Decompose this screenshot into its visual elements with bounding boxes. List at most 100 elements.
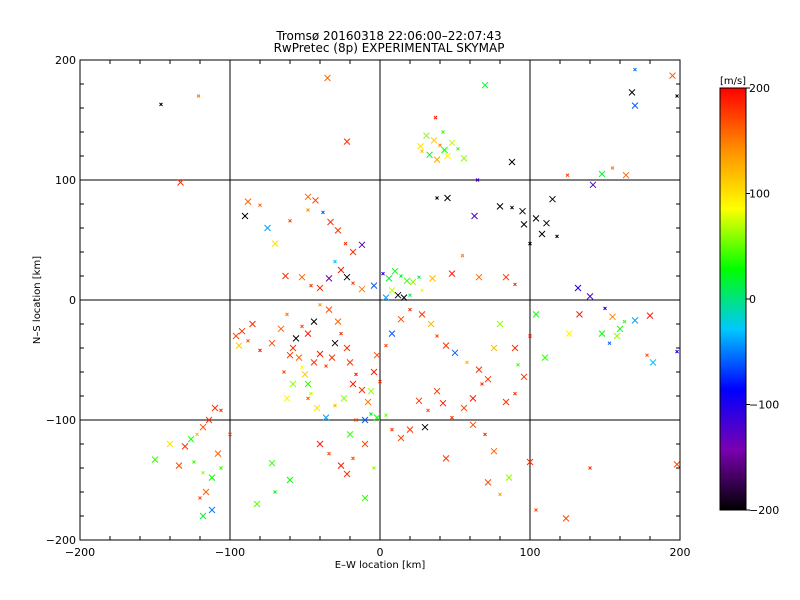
scatter-point (471, 212, 478, 220)
scatter-point (418, 311, 426, 318)
scatter-point (288, 218, 292, 223)
scatter-point (435, 196, 439, 200)
scatter-point (381, 271, 385, 276)
scatter-point (390, 427, 394, 432)
scatter-point (327, 218, 334, 226)
x-tick-label: 200 (670, 546, 691, 559)
scatter-point (196, 94, 201, 98)
scatter-point (322, 414, 330, 421)
scatter-point (675, 349, 679, 354)
scatter-point (460, 404, 468, 412)
scatter-point (238, 327, 246, 335)
scatter-point (574, 284, 582, 292)
scatter-point (528, 241, 532, 246)
scatter-point (310, 359, 318, 366)
scatter-point (289, 344, 297, 352)
scatter-point (232, 332, 240, 340)
scatter-point (283, 395, 291, 402)
scatter-point (675, 94, 679, 98)
scatter-point (309, 391, 313, 396)
scatter-point (219, 466, 223, 470)
scatter-point (202, 488, 210, 496)
scatter-point (528, 334, 532, 338)
scatter-point (649, 359, 657, 366)
scatter-point (316, 284, 324, 292)
scatter-point (382, 294, 390, 301)
scatter-point (346, 431, 354, 438)
scatter-point (450, 415, 454, 420)
scatter-point (511, 344, 519, 352)
scatter-point (532, 311, 540, 318)
scatter-point (282, 272, 289, 280)
scatter-point (309, 283, 313, 288)
scatter-point (370, 282, 378, 289)
scatter-point (208, 506, 216, 514)
chart-subtitle: RwPretec (8p) EXPERIMENTAL SKYMAP (274, 41, 505, 55)
scatter-point (373, 414, 381, 421)
scatter-point (520, 221, 528, 228)
scatter-point (456, 146, 460, 151)
scatter-point (300, 365, 304, 370)
scatter-point (631, 102, 639, 109)
scatter-point (246, 338, 250, 343)
scatter-point (420, 149, 424, 154)
scatter-point (420, 288, 424, 293)
scatter-point (208, 474, 216, 481)
scatter-point (490, 447, 498, 455)
scatter-point (159, 102, 163, 107)
scatter-point (201, 470, 205, 475)
scatter-point (277, 325, 285, 333)
scatter-point (310, 318, 318, 325)
scatter-point (292, 335, 300, 342)
scatter-point (415, 397, 423, 405)
scatter-point (354, 418, 358, 422)
scatter-point (433, 156, 441, 163)
scatter-point (282, 370, 286, 374)
scatter-point (343, 273, 351, 281)
scatter-point (235, 342, 243, 349)
scatter-point (562, 515, 570, 522)
scatter-point (448, 139, 456, 147)
scatter-point (361, 440, 369, 448)
scatter-point (549, 195, 556, 203)
scatter-point (426, 408, 430, 413)
scatter-point (423, 132, 430, 139)
scatter-point (306, 208, 310, 212)
scatter-point (603, 306, 607, 311)
scatter-point (502, 273, 510, 281)
scatter-point (460, 155, 468, 162)
scatter-point (273, 490, 277, 494)
scatter-point (409, 278, 417, 286)
scatter-point (343, 344, 351, 352)
scatter-point (403, 277, 411, 285)
scatter-point (417, 275, 421, 280)
scatter-point (268, 339, 276, 347)
scatter-point (214, 450, 222, 457)
scatter-point (534, 508, 538, 512)
scatter-point (613, 332, 621, 340)
scatter-point (480, 382, 484, 386)
x-tick-label: −200 (65, 546, 95, 559)
scatter-point (469, 395, 477, 402)
scatter-point (433, 387, 441, 395)
scatter-point (598, 170, 606, 178)
scatter-point (339, 331, 343, 336)
colorbar (719, 87, 747, 511)
scatter-point (460, 253, 465, 258)
scatter-point (304, 330, 312, 337)
scatter-point (532, 215, 540, 222)
scatter-point (258, 348, 262, 353)
scatter-point (519, 207, 526, 215)
scatter-point (628, 89, 636, 96)
x-axis-label: E–W location [km] (335, 560, 426, 571)
scatter-point (444, 152, 451, 160)
scatter-point (622, 319, 627, 324)
scatter-point (325, 275, 333, 282)
scatter-point (645, 353, 649, 358)
scatter-point (441, 146, 448, 154)
scatter-point (598, 330, 606, 337)
scatter-point (465, 360, 469, 365)
scatter-point (337, 266, 345, 274)
scatter-point (378, 379, 382, 384)
scatter-point (343, 138, 351, 145)
